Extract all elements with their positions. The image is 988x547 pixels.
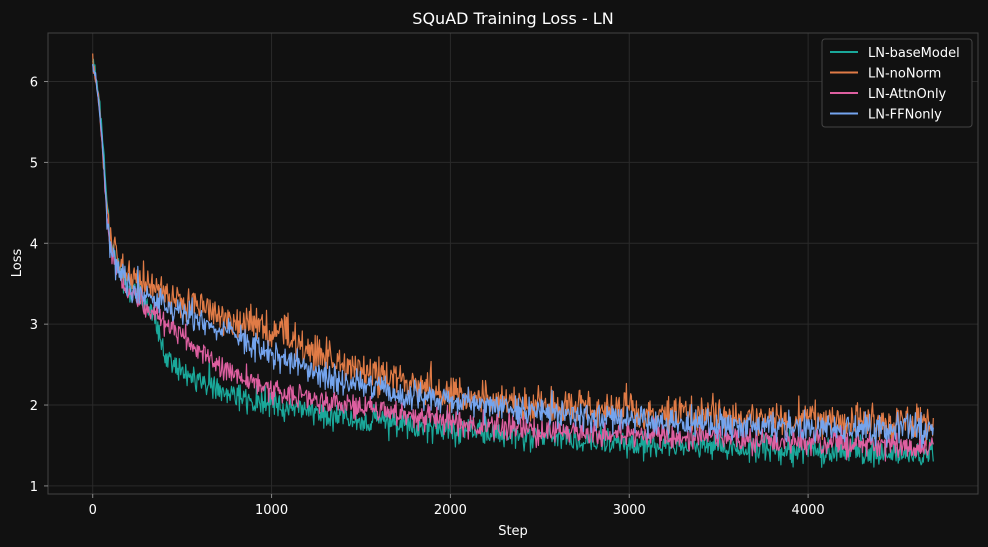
tick-labels: 0 1000 2000 3000 4000 1 2 3 4 5 6 — [30, 76, 825, 518]
legend-box — [821, 38, 973, 128]
y-tick-label: 4 — [30, 237, 38, 252]
plot-frame — [47, 32, 979, 495]
y-axis-label: Loss — [10, 249, 25, 278]
legend-label: LN-baseModel — [868, 46, 960, 61]
series-line-LN-FFNonly — [92, 64, 934, 449]
x-tick-label: 0 — [89, 503, 97, 518]
legend-label: LN-AttnOnly — [868, 87, 947, 102]
y-tick-label: 3 — [30, 318, 38, 333]
x-tick-label: 4000 — [792, 503, 825, 518]
y-tick-label: 2 — [30, 399, 38, 414]
legend-label: LN-noNorm — [868, 67, 941, 82]
legend-label: LN-FFNonly — [868, 108, 942, 123]
x-tick-label: 1000 — [255, 503, 288, 518]
legend: LN-baseModel LN-noNorm LN-AttnOnly LN-FFNon… — [821, 38, 973, 128]
y-tick-label: 1 — [30, 480, 38, 495]
chart-title: SQuAD Training Loss - LN — [412, 9, 613, 28]
y-tick-label: 6 — [30, 76, 38, 91]
x-axis-label: Step — [498, 524, 528, 539]
x-tick-label: 3000 — [613, 503, 646, 518]
y-tick-label: 5 — [30, 156, 38, 171]
x-tick-label: 2000 — [434, 503, 467, 518]
series-layer — [92, 53, 934, 468]
grid — [48, 33, 978, 494]
